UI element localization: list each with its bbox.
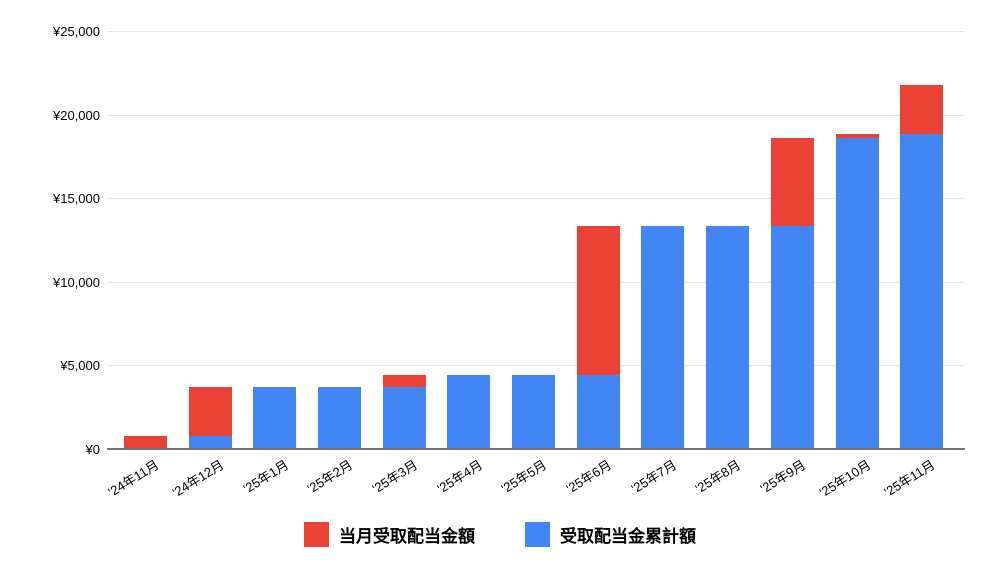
bar-segment-monthly-12[interactable] bbox=[900, 85, 944, 134]
y-axis-label-5: ¥25,000 bbox=[53, 24, 100, 39]
y-axis-label-3: ¥15,000 bbox=[53, 191, 100, 207]
legend-item-cumulative-dividend[interactable]: 受取配当金累計額 bbox=[525, 522, 696, 547]
bar-segment-cumulative-4[interactable] bbox=[382, 387, 426, 449]
bar-segment-cumulative-6[interactable] bbox=[512, 374, 556, 449]
x-axis-label-2: '25年1月 bbox=[240, 457, 291, 497]
bar-segment-cumulative-9[interactable] bbox=[706, 225, 750, 449]
x-axis-label-3: '25年2月 bbox=[304, 457, 356, 497]
y-axis-label-4: ¥20,000 bbox=[53, 107, 100, 123]
bar-segment-cumulative-8[interactable] bbox=[641, 225, 685, 449]
legend-label-monthly-dividend: 当月受取配当金額 bbox=[339, 527, 475, 546]
y-axis-label-1: ¥5,000 bbox=[60, 358, 100, 374]
legend-swatch-cumulative-dividend-icon bbox=[525, 522, 550, 547]
x-axis-label-0: '24年11月 bbox=[105, 457, 162, 500]
x-axis-label-10: '25年9月 bbox=[757, 457, 809, 497]
y-axis-label-2: ¥10,000 bbox=[53, 274, 100, 290]
x-axis-label-6: '25年5月 bbox=[499, 457, 550, 497]
bar-segment-monthly-4[interactable] bbox=[382, 374, 426, 388]
x-axis-label-11: '25年10月 bbox=[816, 457, 874, 501]
gridline-10000 bbox=[107, 282, 965, 283]
bar-segment-monthly-10[interactable] bbox=[770, 138, 814, 226]
legend-item-monthly-dividend[interactable]: 当月受取配当金額 bbox=[304, 522, 475, 547]
gridline-20000 bbox=[107, 115, 965, 116]
bar-segment-cumulative-11[interactable] bbox=[835, 138, 879, 449]
bar-segment-monthly-1[interactable] bbox=[188, 387, 232, 436]
bar-segment-cumulative-7[interactable] bbox=[576, 374, 620, 449]
gridline-15000 bbox=[107, 198, 965, 199]
x-axis-label-4: '25年3月 bbox=[369, 457, 421, 497]
x-axis-label-1: '24年12月 bbox=[169, 457, 227, 501]
legend-swatch-monthly-dividend-icon bbox=[304, 522, 329, 547]
bar-segment-cumulative-10[interactable] bbox=[770, 225, 814, 449]
bar-segment-cumulative-3[interactable] bbox=[317, 387, 361, 449]
bar-segment-monthly-11[interactable] bbox=[835, 133, 879, 138]
x-axis-label-5: '25年4月 bbox=[434, 457, 485, 497]
bar-segment-cumulative-5[interactable] bbox=[447, 374, 491, 449]
bar-segment-monthly-7[interactable] bbox=[576, 225, 620, 375]
x-axis-label-8: '25年7月 bbox=[628, 457, 679, 497]
bar-segment-cumulative-1[interactable] bbox=[188, 435, 232, 449]
x-axis-label-9: '25年8月 bbox=[693, 457, 744, 497]
x-axis-label-7: '25年6月 bbox=[563, 457, 615, 497]
bar-segment-monthly-0[interactable] bbox=[123, 435, 167, 449]
gridline-25000 bbox=[107, 31, 965, 32]
chart-legend: 当月受取配当金額 受取配当金累計額 bbox=[0, 522, 1000, 547]
bar-segment-cumulative-12[interactable] bbox=[900, 133, 944, 449]
x-axis-baseline bbox=[107, 448, 965, 450]
bar-segment-cumulative-2[interactable] bbox=[253, 387, 297, 449]
x-axis-label-12: '25年11月 bbox=[881, 457, 938, 500]
legend-label-cumulative-dividend: 受取配当金累計額 bbox=[560, 527, 696, 546]
gridline-5000 bbox=[107, 365, 965, 366]
y-axis-label-0: ¥0 bbox=[85, 442, 100, 457]
